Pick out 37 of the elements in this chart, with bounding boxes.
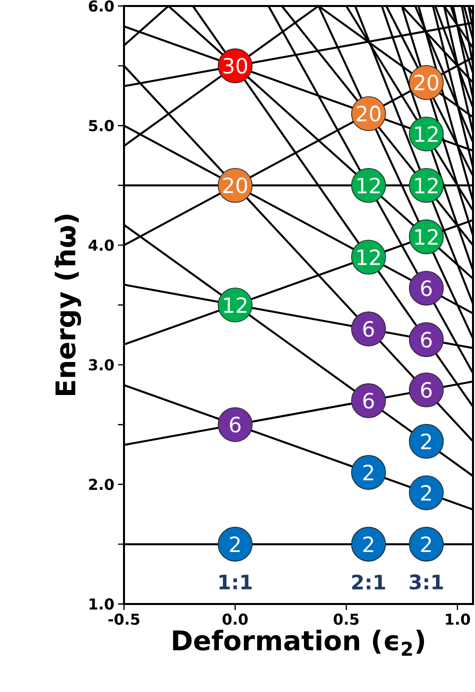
annotation: 30 (223, 58, 248, 74)
annotation: 12 (357, 249, 380, 265)
y-tick-label: 2.0 (89, 478, 114, 490)
y-tick-label: 4.0 (88, 240, 114, 251)
annotation: 12 (415, 178, 438, 194)
annotation: 2 (363, 464, 374, 480)
x-axis-title: Deformation (ϵ$_{2}$) (173, 630, 424, 656)
annotation: 6 (230, 416, 240, 433)
annotation: 6 (363, 392, 374, 409)
annotation: 12 (415, 126, 438, 142)
annotation: 1:1 (219, 574, 252, 590)
y-tick-label: 6.0 (88, 0, 114, 12)
annotation: 12 (224, 297, 246, 313)
y-tick-label: 1.0 (90, 598, 114, 610)
y-axis-title: Energy (ħω) (54, 214, 82, 396)
annotation: 2:1 (352, 574, 386, 590)
x-tick-label: 0.0 (222, 614, 248, 625)
annotation: 6 (421, 382, 432, 398)
annotation: 20 (356, 106, 380, 122)
annotation: 12 (357, 178, 380, 194)
x-tick-label: 0.5 (334, 614, 359, 625)
annotation: 20 (414, 74, 438, 90)
annotation: 12 (415, 229, 438, 245)
annotation: 6 (421, 280, 432, 296)
annotation: 6 (363, 320, 374, 337)
annotation: 2 (363, 536, 374, 552)
annotation: 2 (421, 484, 431, 501)
x-tick-label: -0.5 (108, 614, 140, 625)
annotation: 3:1 (410, 574, 443, 590)
annotation: 2 (230, 536, 240, 552)
y-tick-label: 3.0 (88, 359, 114, 370)
y-tick-label: 5.0 (89, 120, 114, 132)
annotation: 20 (223, 177, 248, 194)
annotation: 6 (421, 332, 432, 348)
annotation: 2 (421, 536, 431, 552)
x-tick-label: 1.0 (446, 614, 470, 625)
annotation: 2 (421, 434, 431, 450)
